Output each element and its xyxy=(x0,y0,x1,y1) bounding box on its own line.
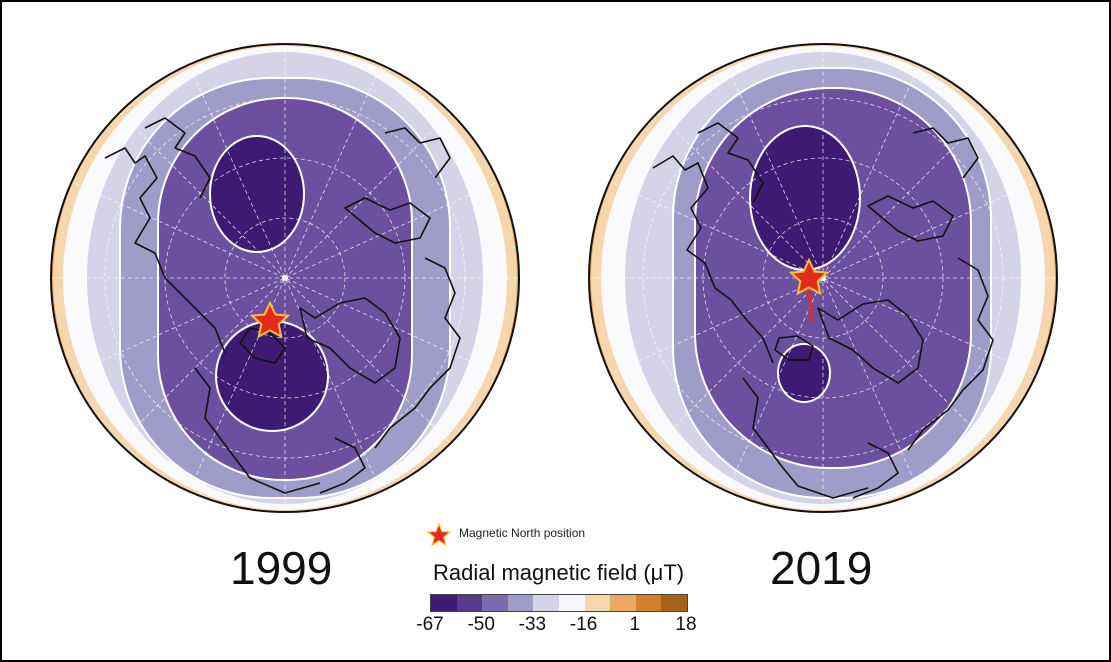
colorbar-segment xyxy=(431,595,457,611)
colorbar-segment xyxy=(635,595,662,611)
legend-star-label: Magnetic North position xyxy=(459,526,586,540)
colorbar-segment xyxy=(507,595,534,611)
colorbar-segment xyxy=(661,595,687,611)
colorbar-tick-label: -50 xyxy=(467,614,495,635)
colorbar-title: Radial magnetic field (μT) xyxy=(433,560,685,585)
map-1999 xyxy=(50,43,520,513)
colorbar-segment xyxy=(533,595,559,611)
colorbar-tick-label: 1 xyxy=(629,614,641,635)
colorbar-segment xyxy=(610,595,636,611)
map-2019 xyxy=(588,43,1058,513)
colorbar-segment xyxy=(482,595,508,611)
colorbar-tick-label: -33 xyxy=(518,614,547,635)
colorbar-segment xyxy=(456,595,483,611)
magnetic-north-star xyxy=(788,257,830,296)
colorbar-tick-label: -16 xyxy=(569,614,598,635)
colorbar-segment xyxy=(584,595,611,611)
magnetic-north-star xyxy=(249,300,291,339)
legend-star-icon xyxy=(427,523,451,547)
colorbar-tick-label: -67 xyxy=(416,614,444,635)
year-label-1999: 1999 xyxy=(230,542,333,594)
colorbar xyxy=(430,594,688,612)
colorbar-segment xyxy=(558,595,585,611)
year-label-2019: 2019 xyxy=(770,542,873,594)
colorbar-tick-label: 18 xyxy=(675,614,697,635)
